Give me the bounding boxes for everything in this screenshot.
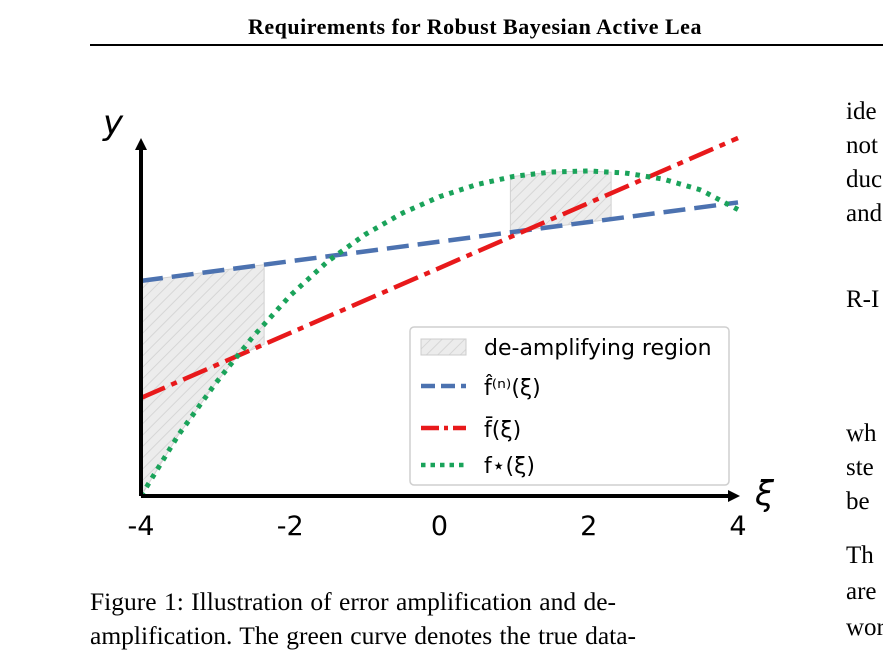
right-col-fragment: and bbox=[846, 200, 883, 227]
right-col-fragment: R-I bbox=[846, 286, 880, 313]
legend-frame bbox=[409, 326, 730, 486]
de-amplifying-regions bbox=[140, 170, 612, 498]
right-col-fragment: ste bbox=[846, 454, 874, 481]
right-col-fragment: ide bbox=[846, 98, 877, 125]
de-amplifying-region-1 bbox=[140, 264, 265, 498]
x-axis-label: ξ bbox=[754, 474, 775, 514]
series-fbar-line bbox=[140, 135, 739, 400]
right-col-fragment: wh bbox=[846, 420, 877, 447]
y-axis-arrowhead bbox=[135, 138, 147, 150]
y-axis-label: y bbox=[102, 103, 124, 143]
right-col-fragment: be bbox=[846, 488, 870, 515]
x-tick-label: -2 bbox=[277, 511, 304, 542]
caption-line: Figure 1: Illustration of error amplific… bbox=[90, 587, 617, 616]
legend-label-fhat: f̂⁽ⁿ⁾(ξ) bbox=[484, 375, 541, 401]
figure-chart: ξ y -4 -2 0 2 4 de-amplifying region f̂⁽ⁿ⁾(ξ… bbox=[102, 103, 775, 542]
right-col-fragment: are bbox=[846, 578, 877, 605]
header-rule bbox=[90, 44, 883, 46]
legend-label-region: de-amplifying region bbox=[484, 336, 712, 361]
x-tick-label: 2 bbox=[580, 511, 597, 542]
x-tick-label: 0 bbox=[431, 511, 448, 542]
right-col-fragment: wor bbox=[846, 614, 883, 641]
legend: de-amplifying region f̂⁽ⁿ⁾(ξ) f̄(ξ) f⋆(ξ… bbox=[409, 326, 730, 486]
legend-label-fstar: f⋆(ξ) bbox=[484, 454, 535, 479]
series-fstar-curve bbox=[138, 168, 740, 498]
legend-swatch-region bbox=[420, 338, 467, 356]
x-axis-arrowhead bbox=[728, 490, 740, 502]
x-tick-labels: -4 -2 0 2 4 bbox=[128, 511, 747, 542]
figure-caption: Figure 1: Illustration of error amplific… bbox=[90, 585, 802, 653]
caption-line: amplification. The green curve denotes t… bbox=[90, 621, 637, 650]
right-col-fragment: Th bbox=[846, 542, 874, 569]
x-tick-label: 4 bbox=[729, 511, 746, 542]
running-title: Requirements for Robust Bayesian Active … bbox=[248, 14, 702, 39]
chart-curves bbox=[138, 135, 740, 498]
series-fhat-line bbox=[140, 200, 739, 284]
x-tick-label: -4 bbox=[128, 511, 155, 542]
right-col-fragment: duc bbox=[846, 166, 883, 193]
right-col-fragment: not bbox=[846, 132, 878, 159]
legend-label-fbar: f̄(ξ) bbox=[484, 417, 521, 443]
